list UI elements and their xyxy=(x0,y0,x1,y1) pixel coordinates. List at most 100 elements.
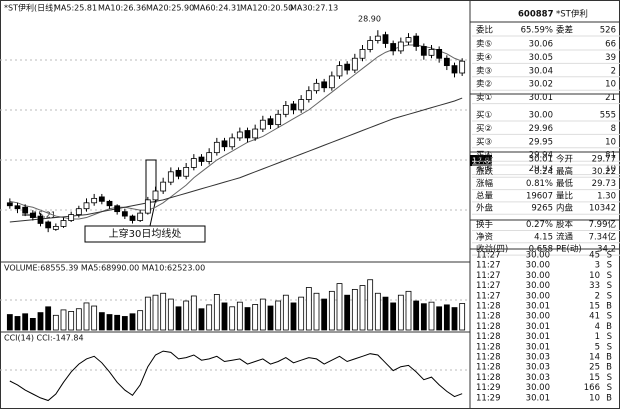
volume-bar xyxy=(6,314,13,331)
tick-cell: 30.01 xyxy=(526,302,550,312)
candle-body xyxy=(6,202,13,207)
quote-cell: 卖③ xyxy=(476,66,492,76)
candle-body xyxy=(167,171,174,183)
volume-bar xyxy=(37,312,44,331)
quote-cell: 涨跌 xyxy=(476,166,494,177)
quote-cell: 10342 xyxy=(589,204,616,214)
volume-bar xyxy=(244,307,251,331)
volume-bar xyxy=(336,283,343,331)
volume-bar xyxy=(298,296,305,331)
volume-bar xyxy=(91,305,98,331)
candle-body xyxy=(14,205,21,210)
quote-cell: 卖④ xyxy=(476,53,492,63)
volume-bar xyxy=(405,290,412,331)
quote-cell: 买⑤ xyxy=(476,164,492,174)
volume-bar xyxy=(14,316,21,331)
quote-cell: 21 xyxy=(605,93,616,103)
volume-bar xyxy=(22,313,29,331)
volume-bar xyxy=(259,298,266,331)
tick-cell: 11:27 xyxy=(476,291,501,301)
volume-bar xyxy=(359,285,366,331)
tick-cell: S xyxy=(607,281,612,291)
volume-bar xyxy=(121,316,128,331)
tick-cell: 30.03 xyxy=(526,373,550,383)
tick-cell: 5 xyxy=(595,342,600,352)
tick-cell: S xyxy=(607,342,612,352)
quote-cell: 买③ xyxy=(476,137,492,147)
quote-cell: 10 xyxy=(605,164,616,174)
quote-cell: 19607 xyxy=(526,191,553,201)
tick-cell: 30.01 xyxy=(526,342,550,352)
candle-body xyxy=(259,119,266,130)
cci-label: CCI(14) CCI:-147.84 xyxy=(4,334,84,343)
volume-bar xyxy=(183,300,190,331)
tick-cell: 25 xyxy=(589,363,600,373)
candle-body xyxy=(75,208,82,215)
volume-bar xyxy=(397,294,404,331)
quote-cell: 555 xyxy=(600,111,616,121)
tick-cell: B xyxy=(606,353,612,363)
candle-body xyxy=(22,206,29,214)
volume-bar xyxy=(236,301,243,331)
tick-cell: 45 xyxy=(589,251,600,261)
candle-body xyxy=(229,137,236,148)
tick-cell: 11:27 xyxy=(476,261,501,271)
candle-body xyxy=(359,49,366,59)
quote-cell: 最低 xyxy=(556,178,574,189)
quote-cell: 9265 xyxy=(531,204,553,214)
candle-body xyxy=(313,82,320,92)
candle-body xyxy=(244,130,251,139)
volume-bar xyxy=(221,302,228,331)
ma-line xyxy=(9,44,463,220)
volume-bar xyxy=(275,300,282,331)
candle-body xyxy=(275,113,282,126)
quote-cell: 29.94 xyxy=(529,151,553,161)
volume-bar xyxy=(213,294,220,331)
tick-cell: 15 xyxy=(589,302,600,312)
volume-bar xyxy=(98,312,105,331)
tick-cell: S xyxy=(607,291,612,301)
candle-body xyxy=(382,34,389,44)
quote-cell: 卖② xyxy=(476,80,492,90)
candle-body xyxy=(405,37,412,43)
volume-bar xyxy=(328,290,335,331)
quote-cell: 30.00 xyxy=(529,111,553,121)
candle-body xyxy=(160,181,167,192)
tick-cell: 30.03 xyxy=(526,353,550,363)
volume-bar xyxy=(459,303,466,331)
candle-body xyxy=(221,140,228,148)
quote-cell: 34.2 xyxy=(597,245,616,255)
quote-cell: 0.27% xyxy=(526,220,553,230)
tick-cell: 30.00 xyxy=(526,271,550,281)
quote-cell: 现价 xyxy=(476,155,494,165)
tick-cell: 30.00 xyxy=(526,383,550,393)
quote-cell: 最高 xyxy=(556,166,573,177)
tick-cell: 33 xyxy=(589,281,600,291)
stock-code: 600887 xyxy=(518,10,554,20)
quote-cell: 内盘 xyxy=(556,203,574,214)
volume-bar xyxy=(420,303,427,331)
volume-label: VOLUME:68555.39 MA5:68990.00 MA10:62523.… xyxy=(4,264,205,273)
tick-cell: 30.03 xyxy=(526,363,550,373)
candle-body xyxy=(106,200,113,207)
volume-bar xyxy=(382,296,389,331)
tick-cell: S xyxy=(607,271,612,281)
volume-bar xyxy=(267,305,274,331)
candle-body xyxy=(114,205,121,213)
quote-cell: 委差 xyxy=(556,25,573,36)
volume-bar xyxy=(75,308,82,331)
volume-bar xyxy=(252,304,259,331)
quote-cell: 2 xyxy=(611,66,616,76)
tick-cell: 30.01 xyxy=(526,332,550,342)
candle-body xyxy=(29,212,36,218)
candle-body xyxy=(298,99,305,111)
tick-cell: 2 xyxy=(595,291,600,301)
tick-cell: S xyxy=(607,383,612,393)
volume-bar xyxy=(428,301,435,331)
tick-cell: 11:27 xyxy=(476,281,501,291)
candle-body xyxy=(459,60,466,74)
stock-name: *ST伊利 xyxy=(556,9,588,20)
candle-body xyxy=(397,41,404,52)
